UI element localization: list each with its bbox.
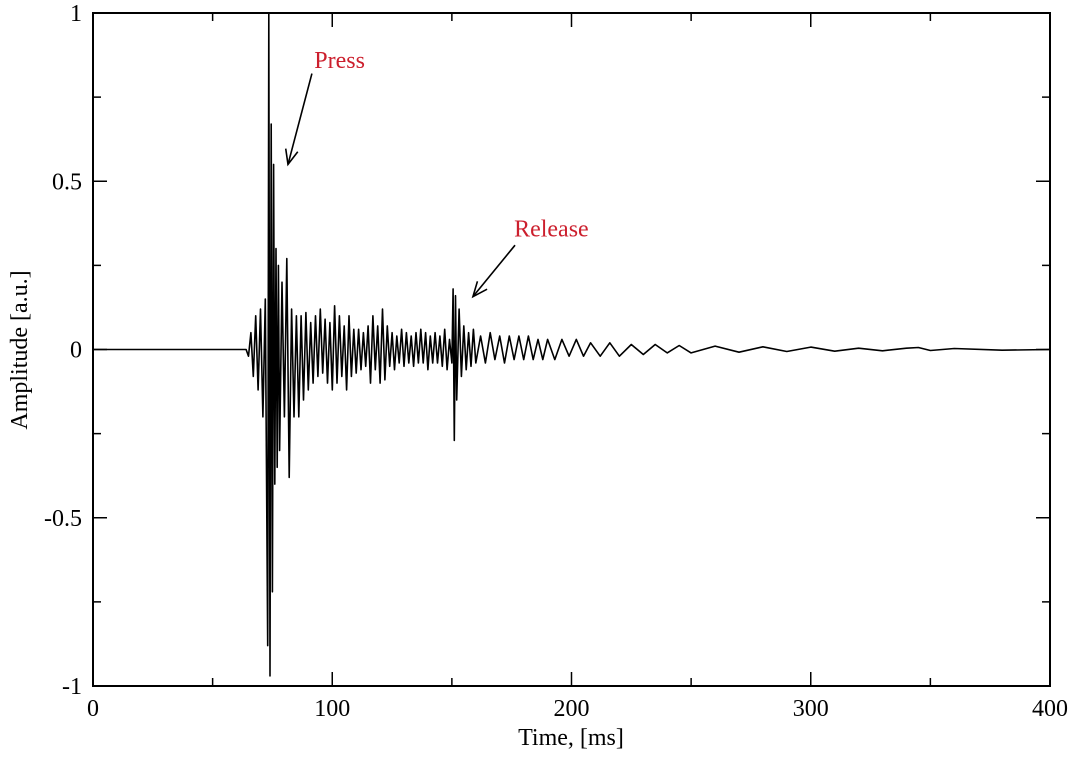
annotation-arrow-line: [472, 244, 516, 298]
amplitude-series-line: [93, 12, 1051, 677]
x-tick-label: 300: [793, 696, 829, 722]
annotation-arrow-line: [287, 73, 313, 165]
arrowhead-icon: [284, 148, 299, 167]
annotation-press: Press: [314, 48, 365, 74]
y-tick-label: -1: [62, 674, 82, 700]
y-tick-label: -0.5: [44, 506, 82, 532]
y-tick-label: 1: [70, 1, 82, 27]
arrowhead-icon: [471, 281, 488, 299]
y-axis-label: Amplitude [a.u.]: [7, 270, 33, 429]
y-tick-label: 0: [70, 338, 82, 364]
x-tick-label: 200: [554, 696, 590, 722]
x-tick-label: 0: [87, 696, 99, 722]
x-tick-label: 100: [314, 696, 350, 722]
annotation-release: Release: [514, 216, 589, 242]
plot-frame: [92, 12, 1051, 687]
y-tick-label: 0.5: [52, 169, 82, 195]
x-tick-label: 400: [1032, 696, 1068, 722]
annotations: Press Release: [284, 48, 589, 299]
axis-tick-labels: 0 100 200 300 400 -1 -0.5 0 0.5 1: [44, 1, 1068, 722]
x-axis-label: Time, [ms]: [518, 725, 624, 751]
